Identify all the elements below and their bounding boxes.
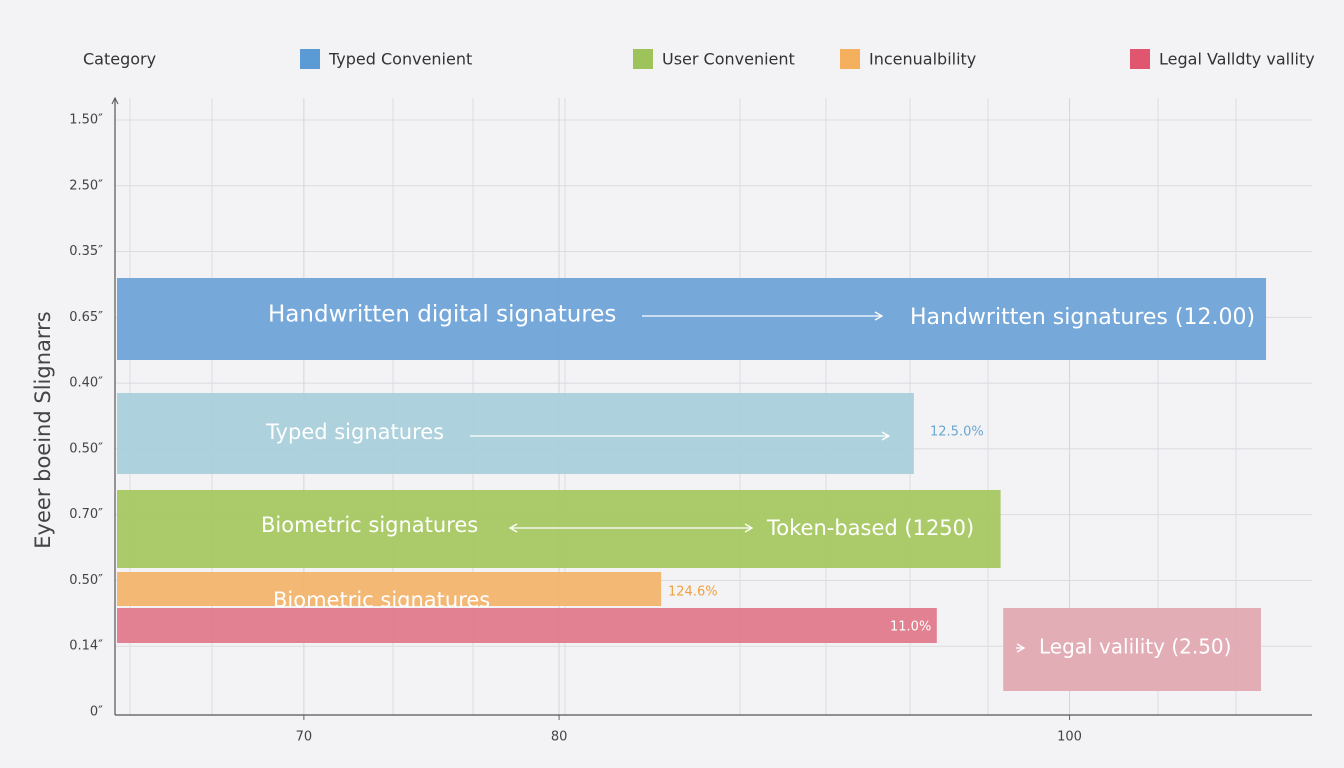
arrow-head	[881, 431, 891, 441]
bar-label: Typed signatures	[265, 420, 444, 444]
legend-swatch	[633, 49, 653, 69]
bar	[1003, 608, 1261, 691]
bar	[117, 278, 1267, 360]
bar-label: Biometric signatures	[261, 513, 478, 537]
legend-title: Category	[83, 50, 156, 69]
bar	[117, 490, 1001, 568]
bar	[117, 608, 937, 643]
y-tick-label: 2.50″	[69, 178, 103, 193]
y-tick-label: 0.65″	[69, 310, 103, 325]
legend-swatch	[1130, 49, 1150, 69]
legend-label: Typed Convenient	[328, 50, 472, 69]
bar-label: Handwritten digital signatures	[268, 302, 616, 328]
x-tick-label: 70	[296, 730, 313, 745]
bar	[117, 572, 662, 606]
bar	[117, 393, 914, 474]
y-tick-label: 0.40″	[69, 376, 103, 391]
y-axis-arrow	[111, 96, 119, 105]
y-tick-label: 0.70″	[69, 507, 103, 522]
bar-label: 124.6%	[668, 585, 718, 600]
arrow-head	[1016, 643, 1026, 653]
y-axis-title: Eyeer boeind Slignarrs	[31, 311, 55, 548]
legend-label: Incenualbility	[869, 50, 976, 69]
y-tick-label: 0.50″	[69, 573, 103, 588]
y-tick-label: 0.14″	[69, 639, 103, 654]
y-tick-label: 0.50″	[69, 441, 103, 456]
y-tick-label: 0.35″	[69, 244, 103, 259]
legend-swatch	[300, 49, 320, 69]
bar-label: Token-based (1250)	[766, 516, 974, 540]
bar-label: Legal valility (2.50)	[1039, 635, 1231, 659]
arrow-head	[744, 523, 754, 533]
bar-label: 12.5.0%	[930, 425, 984, 440]
legend-label: User Convenient	[662, 50, 795, 69]
y-tick-label: 0″	[90, 705, 103, 720]
x-tick-label: 80	[551, 730, 568, 745]
bar-label: 11.0%	[890, 620, 931, 635]
y-tick-label: 1.50″	[69, 113, 103, 128]
bar-label: Handwritten signatures (12.00)	[910, 305, 1255, 330]
arrow-head	[508, 523, 518, 533]
legend-label: Legal Valldty vallity	[1159, 50, 1315, 69]
legend-swatch	[840, 49, 860, 69]
x-tick-label: 100	[1057, 730, 1082, 745]
arrow-head	[874, 311, 884, 321]
